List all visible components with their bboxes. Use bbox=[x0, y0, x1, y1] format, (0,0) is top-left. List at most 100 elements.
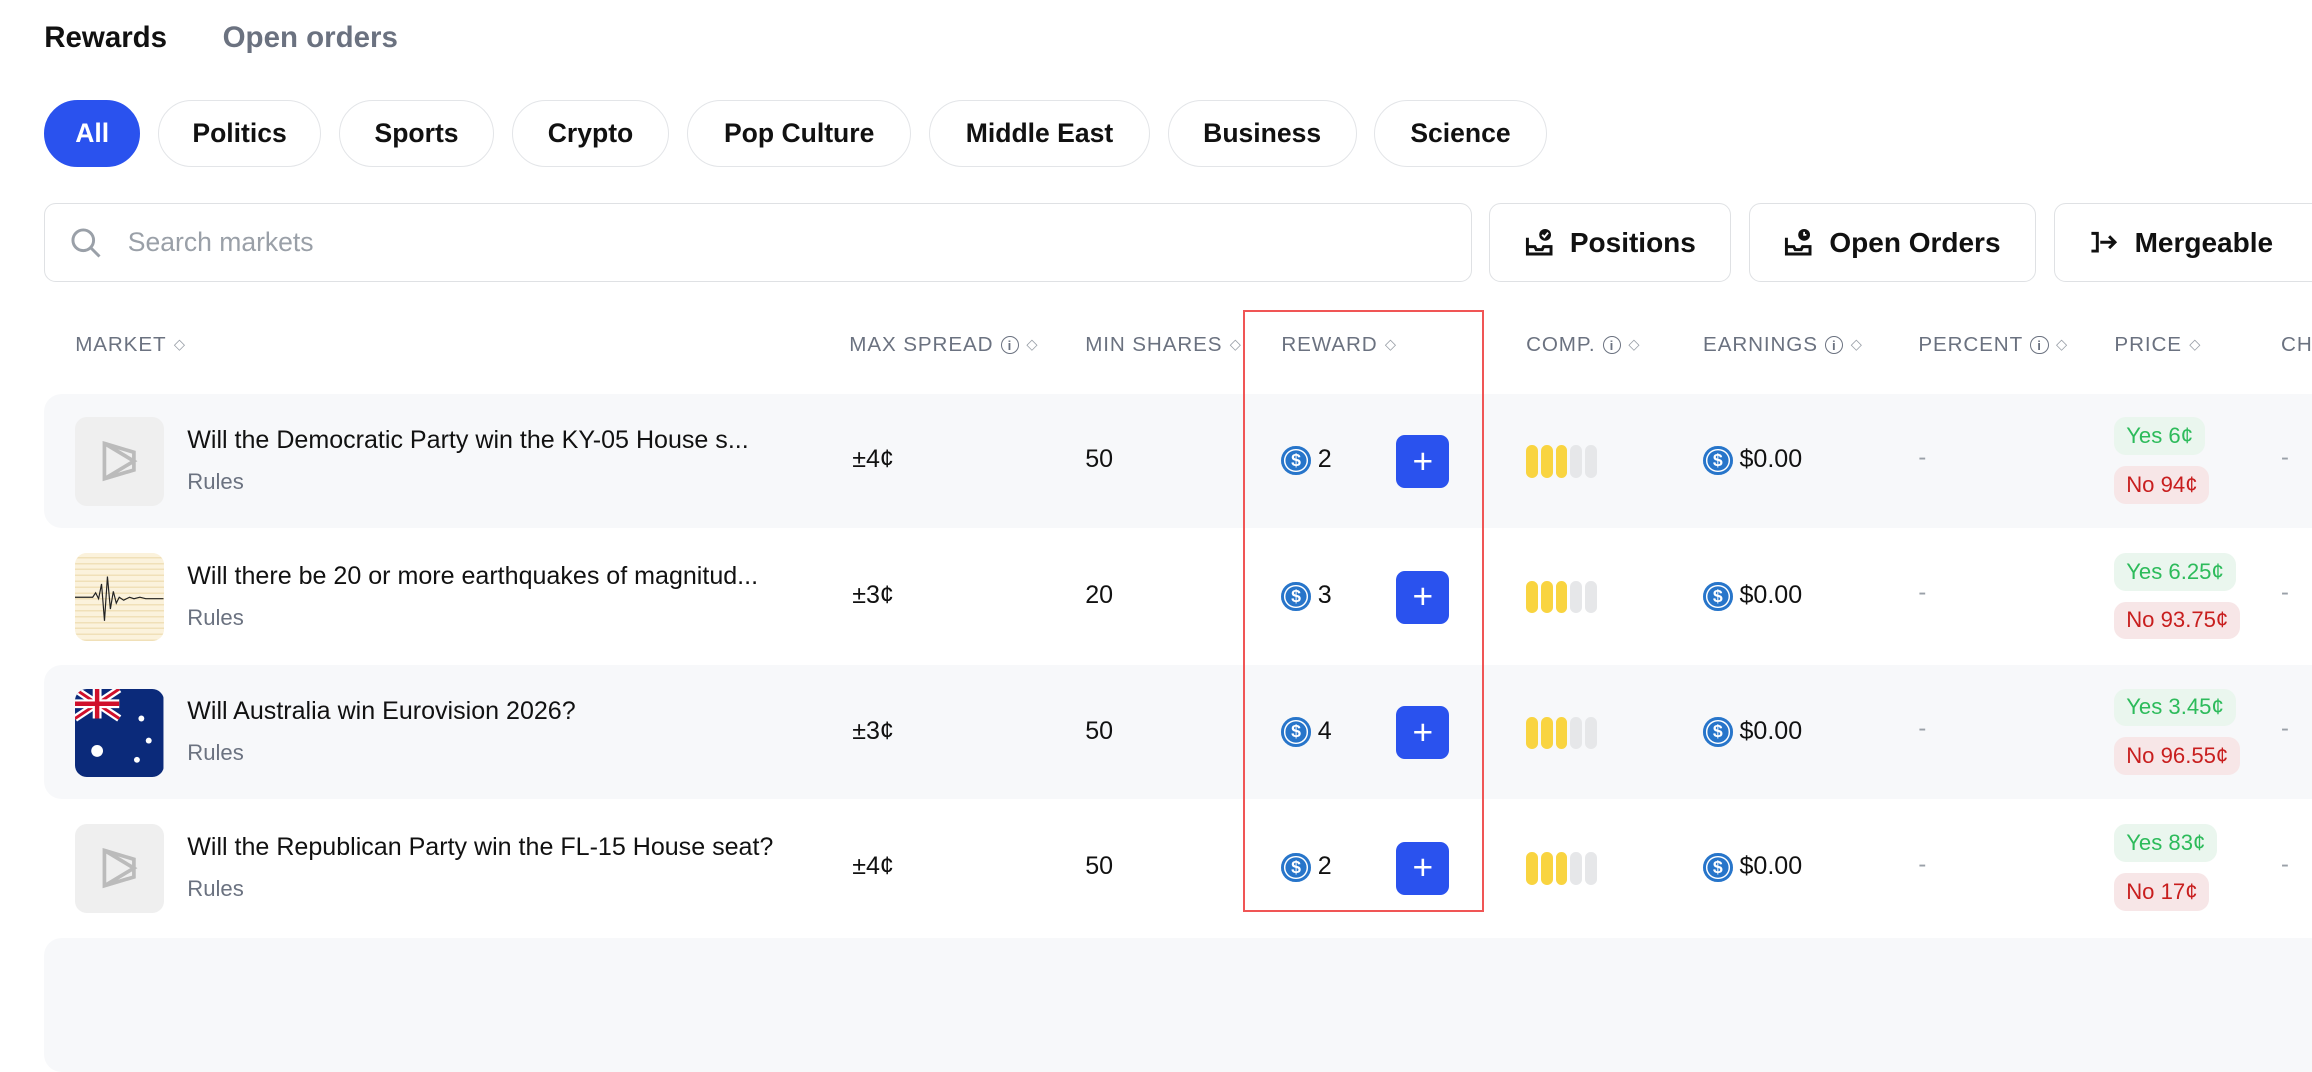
tab-open-orders[interactable]: Open orders bbox=[222, 20, 398, 54]
column-ch-label: CH bbox=[2281, 333, 2312, 357]
earnings-amount: $0.00 bbox=[1739, 852, 1803, 881]
chip-sports[interactable]: Sports bbox=[339, 100, 494, 167]
comp-bar bbox=[1584, 580, 1597, 614]
reward-amount: 2 bbox=[1317, 852, 1332, 881]
info-icon[interactable]: i bbox=[1825, 336, 1844, 355]
column-earnings[interactable]: EARNINGS i ◇ bbox=[1703, 333, 1863, 357]
sort-icon: ◇ bbox=[1026, 336, 1039, 353]
column-max-spread[interactable]: MAX SPREAD i ◇ bbox=[849, 333, 1038, 357]
rules-link[interactable]: Rules bbox=[187, 604, 244, 630]
open-orders-label: Open Orders bbox=[1829, 226, 2001, 258]
chip-crypto[interactable]: Crypto bbox=[511, 100, 670, 167]
column-price-label: PRICE bbox=[2114, 333, 2182, 357]
usdc-coin-icon: $ bbox=[1703, 445, 1733, 476]
comp-bar bbox=[1570, 445, 1583, 478]
comp-bar bbox=[1526, 445, 1538, 478]
add-button[interactable]: + bbox=[1396, 706, 1450, 760]
info-icon[interactable]: i bbox=[1602, 336, 1622, 355]
column-comp[interactable]: COMP. i ◇ bbox=[1526, 333, 1641, 357]
comp-bar bbox=[1584, 852, 1597, 885]
rules-link[interactable]: Rules bbox=[187, 468, 244, 494]
sort-icon: ◇ bbox=[1628, 336, 1641, 353]
percent-value: - bbox=[1918, 850, 1927, 877]
market-title[interactable]: Will the Democratic Party win the KY-05 … bbox=[187, 426, 749, 455]
ch-value: - bbox=[2281, 715, 2289, 742]
earnings-amount: $0.00 bbox=[1739, 445, 1803, 474]
competition-meter bbox=[1526, 445, 1597, 478]
column-ch[interactable]: CH bbox=[2281, 333, 2312, 357]
comp-bar bbox=[1540, 852, 1553, 885]
add-button[interactable]: + bbox=[1396, 841, 1450, 895]
chip-business[interactable]: Business bbox=[1167, 100, 1357, 167]
add-button[interactable]: + bbox=[1396, 434, 1450, 489]
chip-pop-culture[interactable]: Pop Culture bbox=[687, 100, 912, 167]
yes-price[interactable]: Yes 3.45¢ bbox=[2114, 688, 2236, 727]
no-price[interactable]: No 96.55¢ bbox=[2114, 737, 2241, 776]
column-percent[interactable]: PERCENT i ◇ bbox=[1918, 333, 2068, 357]
max-spread: ±4¢ bbox=[852, 445, 894, 474]
sort-icon: ◇ bbox=[173, 336, 187, 353]
no-price[interactable]: No 94¢ bbox=[2114, 465, 2210, 504]
market-title[interactable]: Will Australia win Eurovision 2026? bbox=[187, 697, 576, 726]
reward-amount: 3 bbox=[1317, 580, 1332, 609]
earnings-amount: $0.00 bbox=[1739, 716, 1803, 745]
max-spread: ±4¢ bbox=[852, 852, 894, 881]
chip-politics[interactable]: Politics bbox=[157, 100, 322, 167]
table-row-partial[interactable] bbox=[44, 937, 2312, 1072]
table-row[interactable]: Will the Republican Party win the FL-15 … bbox=[44, 801, 2312, 935]
min-shares: 50 bbox=[1085, 445, 1114, 474]
max-spread: ±3¢ bbox=[852, 580, 894, 609]
info-icon[interactable]: i bbox=[2030, 336, 2049, 355]
ch-value: - bbox=[2281, 579, 2289, 606]
market-thumbnail bbox=[75, 417, 164, 506]
comp-bar bbox=[1555, 445, 1568, 478]
chip-all[interactable]: All bbox=[44, 100, 141, 167]
column-max-spread-label: MAX SPREAD bbox=[849, 333, 994, 357]
comp-bar bbox=[1526, 852, 1538, 885]
rules-link[interactable]: Rules bbox=[187, 875, 244, 901]
yes-price[interactable]: Yes 6.25¢ bbox=[2114, 552, 2236, 591]
mergeable-button[interactable]: Mergeable bbox=[2053, 203, 2312, 282]
column-earnings-label: EARNINGS bbox=[1703, 333, 1818, 357]
usdc-coin-icon: $ bbox=[1281, 717, 1311, 747]
chip-middle-east[interactable]: Middle East bbox=[928, 100, 1151, 167]
column-market-label: MARKET bbox=[75, 333, 167, 357]
comp-bar bbox=[1570, 580, 1583, 614]
table-row[interactable]: Will Australia win Eurovision 2026? Rule… bbox=[44, 664, 2312, 800]
market-thumbnail bbox=[75, 552, 164, 642]
reward-amount: 2 bbox=[1317, 445, 1332, 474]
yes-price[interactable]: Yes 83¢ bbox=[2114, 824, 2218, 862]
column-price[interactable]: PRICE ◇ bbox=[2114, 333, 2201, 357]
column-min-shares[interactable]: MIN SHARES ◇ bbox=[1085, 333, 1242, 357]
info-icon[interactable]: i bbox=[1000, 336, 1019, 355]
column-market[interactable]: MARKET ◇ bbox=[75, 333, 186, 357]
no-price[interactable]: No 93.75¢ bbox=[2114, 601, 2241, 640]
add-button[interactable]: + bbox=[1396, 570, 1450, 624]
market-title[interactable]: Will the Republican Party win the FL-15 … bbox=[187, 833, 774, 862]
search-box[interactable] bbox=[44, 203, 1472, 282]
comp-bar bbox=[1555, 852, 1568, 885]
search-input[interactable] bbox=[124, 225, 1429, 260]
no-price[interactable]: No 17¢ bbox=[2114, 872, 2210, 911]
comp-bar bbox=[1526, 716, 1538, 750]
comp-bar bbox=[1526, 580, 1538, 614]
table-row[interactable]: Will there be 20 or more earthquakes of … bbox=[44, 529, 2312, 663]
chip-science[interactable]: Science bbox=[1374, 100, 1547, 167]
merge-arrow-icon bbox=[2091, 232, 2118, 253]
column-min-shares-label: MIN SHARES bbox=[1085, 333, 1223, 357]
min-shares: 20 bbox=[1085, 580, 1114, 609]
tab-rewards[interactable]: Rewards bbox=[44, 20, 168, 54]
reward-amount: 4 bbox=[1317, 716, 1332, 745]
open-orders-button[interactable]: Open Orders bbox=[1748, 203, 2037, 282]
market-title[interactable]: Will there be 20 or more earthquakes of … bbox=[187, 561, 759, 590]
table-row[interactable]: Will the Democratic Party win the KY-05 … bbox=[44, 393, 2312, 528]
inbox-clock-icon bbox=[1785, 229, 1812, 256]
yes-price[interactable]: Yes 6¢ bbox=[2114, 417, 2205, 456]
usdc-coin-icon: $ bbox=[1703, 852, 1733, 883]
column-reward[interactable]: REWARD ◇ bbox=[1281, 333, 1397, 357]
usdc-coin-icon: $ bbox=[1281, 445, 1311, 476]
positions-button[interactable]: Positions bbox=[1489, 203, 1732, 282]
sort-icon: ◇ bbox=[2056, 336, 2069, 353]
rules-link[interactable]: Rules bbox=[187, 740, 244, 766]
sort-icon: ◇ bbox=[1384, 336, 1398, 353]
